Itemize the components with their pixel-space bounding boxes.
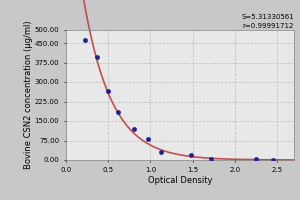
Point <box>158 151 163 154</box>
Text: r=0.99991712: r=0.99991712 <box>243 23 294 29</box>
Point <box>131 127 136 130</box>
X-axis label: Optical Density: Optical Density <box>148 176 212 185</box>
Point <box>146 138 150 141</box>
Point <box>209 157 214 160</box>
Text: S=5.31330561: S=5.31330561 <box>241 14 294 20</box>
Point <box>271 158 275 161</box>
Y-axis label: Bovine CSN2 concentration (μg/ml): Bovine CSN2 concentration (μg/ml) <box>24 21 33 169</box>
Point <box>116 110 121 113</box>
Point <box>254 158 258 161</box>
Point <box>189 154 194 157</box>
Point <box>82 39 87 42</box>
Point <box>95 56 100 59</box>
Point <box>106 89 111 93</box>
